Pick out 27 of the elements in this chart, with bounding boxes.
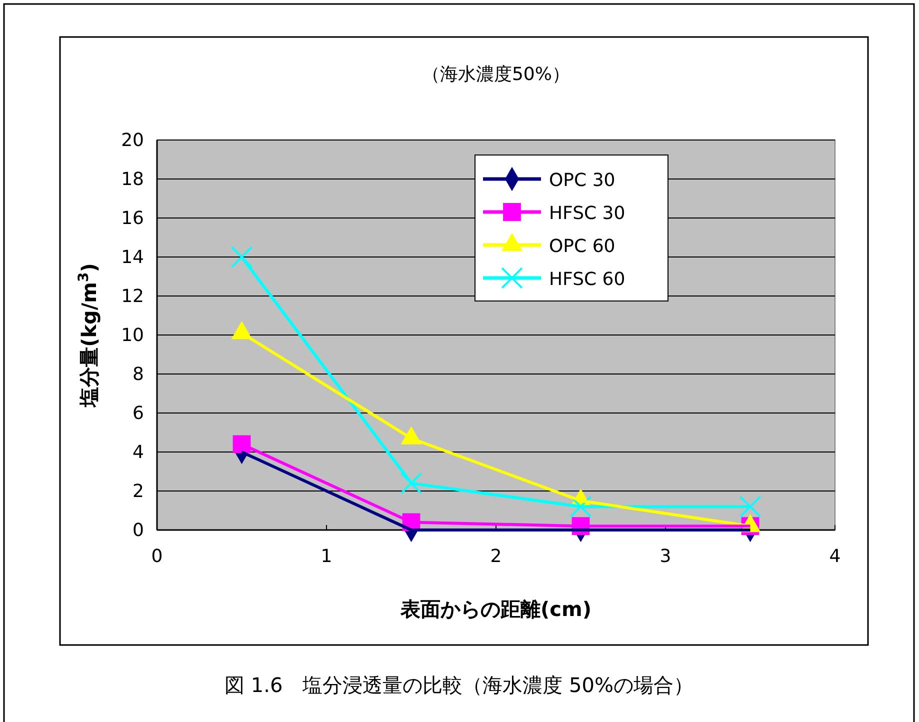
legend-label: HFSC 60 [549, 269, 626, 290]
x-tick-label: 4 [829, 546, 841, 567]
y-tick-label: 12 [121, 286, 144, 307]
y-tick-label: 20 [121, 130, 144, 151]
point [570, 496, 592, 518]
legend-label: OPC 30 [549, 170, 616, 191]
point [739, 496, 762, 518]
y-tick-label: 14 [121, 246, 144, 268]
legend-label: HFSC 30 [549, 203, 626, 224]
x-tick-label: 1 [320, 546, 332, 567]
chart-title: （海水濃度50%） [422, 64, 570, 85]
x-tick-label: 0 [151, 546, 163, 567]
y-tick-label: 10 [121, 324, 144, 346]
x-tick-label: 2 [490, 546, 502, 567]
y-tick-label: 0 [132, 520, 144, 541]
point [230, 246, 253, 268]
caption: 図 1.6 塩分浸透量の比較（海水濃度 50%の場合） [224, 673, 694, 697]
y-tick-label: 4 [132, 442, 144, 463]
y-tick-label: 18 [121, 168, 144, 190]
x-tick-label: 3 [660, 546, 672, 567]
point [400, 472, 422, 494]
x-axis-title: 表面からの距離(cm) [400, 597, 592, 621]
y-tick-label: 8 [132, 364, 144, 385]
y-tick-label: 2 [132, 480, 144, 502]
y-tick-label: 16 [121, 208, 144, 229]
y-tick-label: 6 [132, 402, 144, 424]
legend-label: OPC 60 [549, 236, 616, 257]
